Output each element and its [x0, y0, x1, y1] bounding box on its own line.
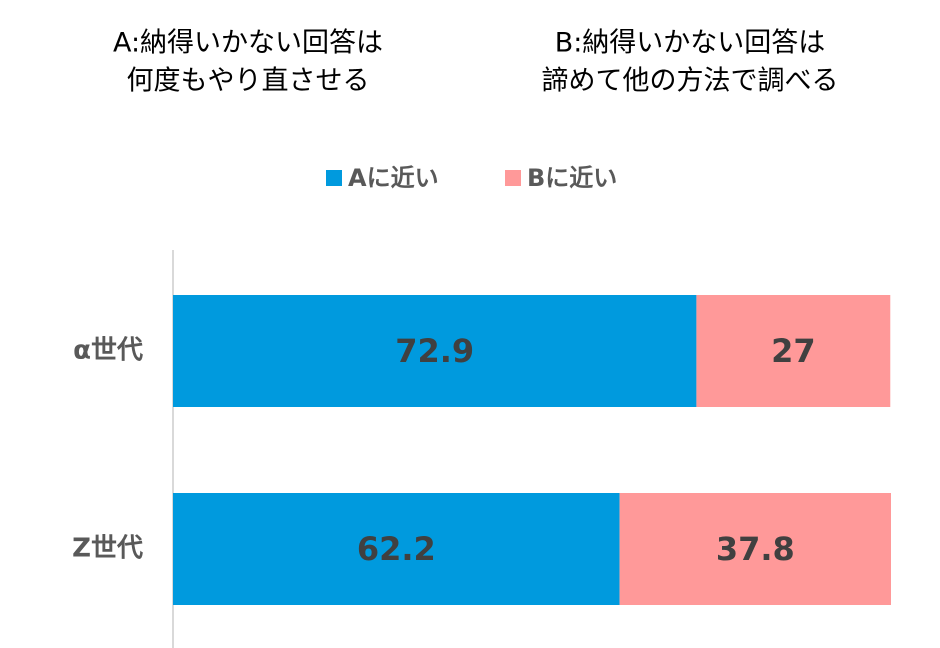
- legend-label: Aに近い: [348, 164, 439, 192]
- data-label: 27: [771, 332, 816, 370]
- annotation: 諦めて他の方法で調べる: [542, 66, 839, 97]
- bar-segment: [619, 493, 891, 605]
- data-label: 62.2: [357, 530, 436, 568]
- annotation: A:納得いかない回答は: [113, 28, 383, 59]
- bar-segment: [173, 295, 697, 407]
- y-tick-label: α世代: [73, 336, 143, 366]
- bar-segment: [696, 295, 891, 407]
- legend-label: Bに近い: [527, 164, 617, 192]
- data-label: 72.9: [395, 332, 474, 370]
- bar-segment: [173, 493, 620, 605]
- y-tick-label: Z世代: [72, 534, 143, 564]
- legend-swatch: [505, 170, 521, 186]
- annotation: 何度もやり直させる: [127, 66, 370, 97]
- annotation: B:納得いかない回答は: [555, 28, 826, 59]
- legend-swatch: [326, 170, 342, 186]
- data-label: 37.8: [716, 530, 795, 568]
